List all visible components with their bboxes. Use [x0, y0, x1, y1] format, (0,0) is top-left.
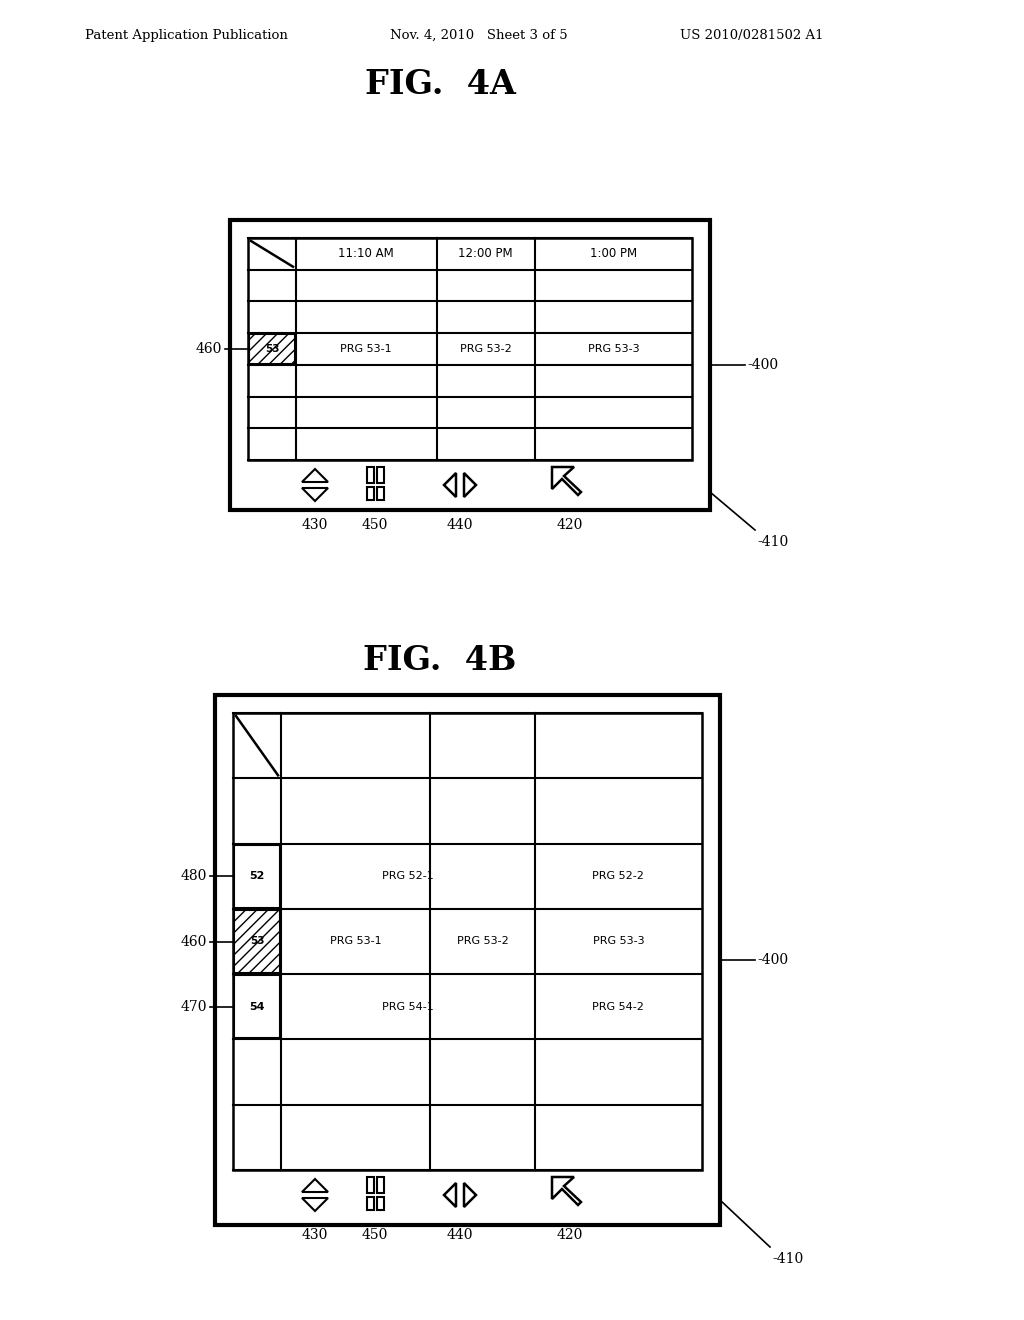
- Bar: [367, 487, 374, 500]
- Text: -400: -400: [746, 358, 778, 372]
- Bar: [234, 909, 280, 973]
- Text: PRG 53-1: PRG 53-1: [340, 345, 392, 354]
- Bar: [367, 467, 374, 483]
- Text: PRG 53-2: PRG 53-2: [457, 936, 509, 946]
- Text: -410: -410: [757, 535, 788, 549]
- Bar: [249, 334, 295, 364]
- Text: PRG 53-2: PRG 53-2: [460, 345, 512, 354]
- Bar: [377, 1197, 384, 1210]
- Bar: [377, 487, 384, 500]
- Text: 53: 53: [250, 936, 264, 946]
- Text: 430: 430: [302, 1228, 328, 1242]
- Bar: [367, 1177, 374, 1193]
- Text: 460: 460: [180, 935, 207, 949]
- Text: 450: 450: [361, 1228, 388, 1242]
- Bar: [248, 238, 692, 459]
- Text: PRG 54-1: PRG 54-1: [382, 1002, 434, 1012]
- Text: 430: 430: [302, 517, 328, 532]
- Text: 440: 440: [446, 1228, 473, 1242]
- Bar: [234, 845, 280, 908]
- Bar: [230, 220, 710, 510]
- Text: 12:00 PM: 12:00 PM: [459, 247, 513, 260]
- Text: Nov. 4, 2010   Sheet 3 of 5: Nov. 4, 2010 Sheet 3 of 5: [390, 29, 567, 41]
- Text: FIG.  4B: FIG. 4B: [364, 644, 517, 676]
- Text: FIG.  4A: FIG. 4A: [365, 69, 515, 102]
- Text: PRG 53-1: PRG 53-1: [330, 936, 382, 946]
- Text: -400: -400: [757, 953, 788, 968]
- Text: 54: 54: [249, 1002, 265, 1012]
- Text: 53: 53: [265, 345, 280, 354]
- Text: 450: 450: [361, 517, 388, 532]
- Text: PRG 52-1: PRG 52-1: [382, 871, 434, 882]
- Text: PRG 53-3: PRG 53-3: [588, 345, 639, 354]
- Bar: [367, 1197, 374, 1210]
- Text: PRG 52-2: PRG 52-2: [593, 871, 644, 882]
- Text: 1:00 PM: 1:00 PM: [590, 247, 637, 260]
- Text: 440: 440: [446, 517, 473, 532]
- Text: -410: -410: [772, 1251, 803, 1266]
- Bar: [215, 696, 720, 1225]
- Text: 470: 470: [180, 999, 207, 1014]
- Text: 420: 420: [557, 1228, 584, 1242]
- Text: PRG 54-2: PRG 54-2: [593, 1002, 644, 1012]
- Bar: [377, 467, 384, 483]
- Text: 420: 420: [557, 517, 584, 532]
- Text: PRG 53-3: PRG 53-3: [593, 936, 644, 946]
- Text: 11:10 AM: 11:10 AM: [338, 247, 394, 260]
- Bar: [377, 1177, 384, 1193]
- Bar: [234, 975, 280, 1039]
- Text: 460: 460: [196, 342, 222, 356]
- Text: Patent Application Publication: Patent Application Publication: [85, 29, 288, 41]
- Text: 52: 52: [249, 871, 264, 882]
- Text: US 2010/0281502 A1: US 2010/0281502 A1: [680, 29, 823, 41]
- Bar: [233, 713, 702, 1170]
- Text: 480: 480: [180, 869, 207, 883]
